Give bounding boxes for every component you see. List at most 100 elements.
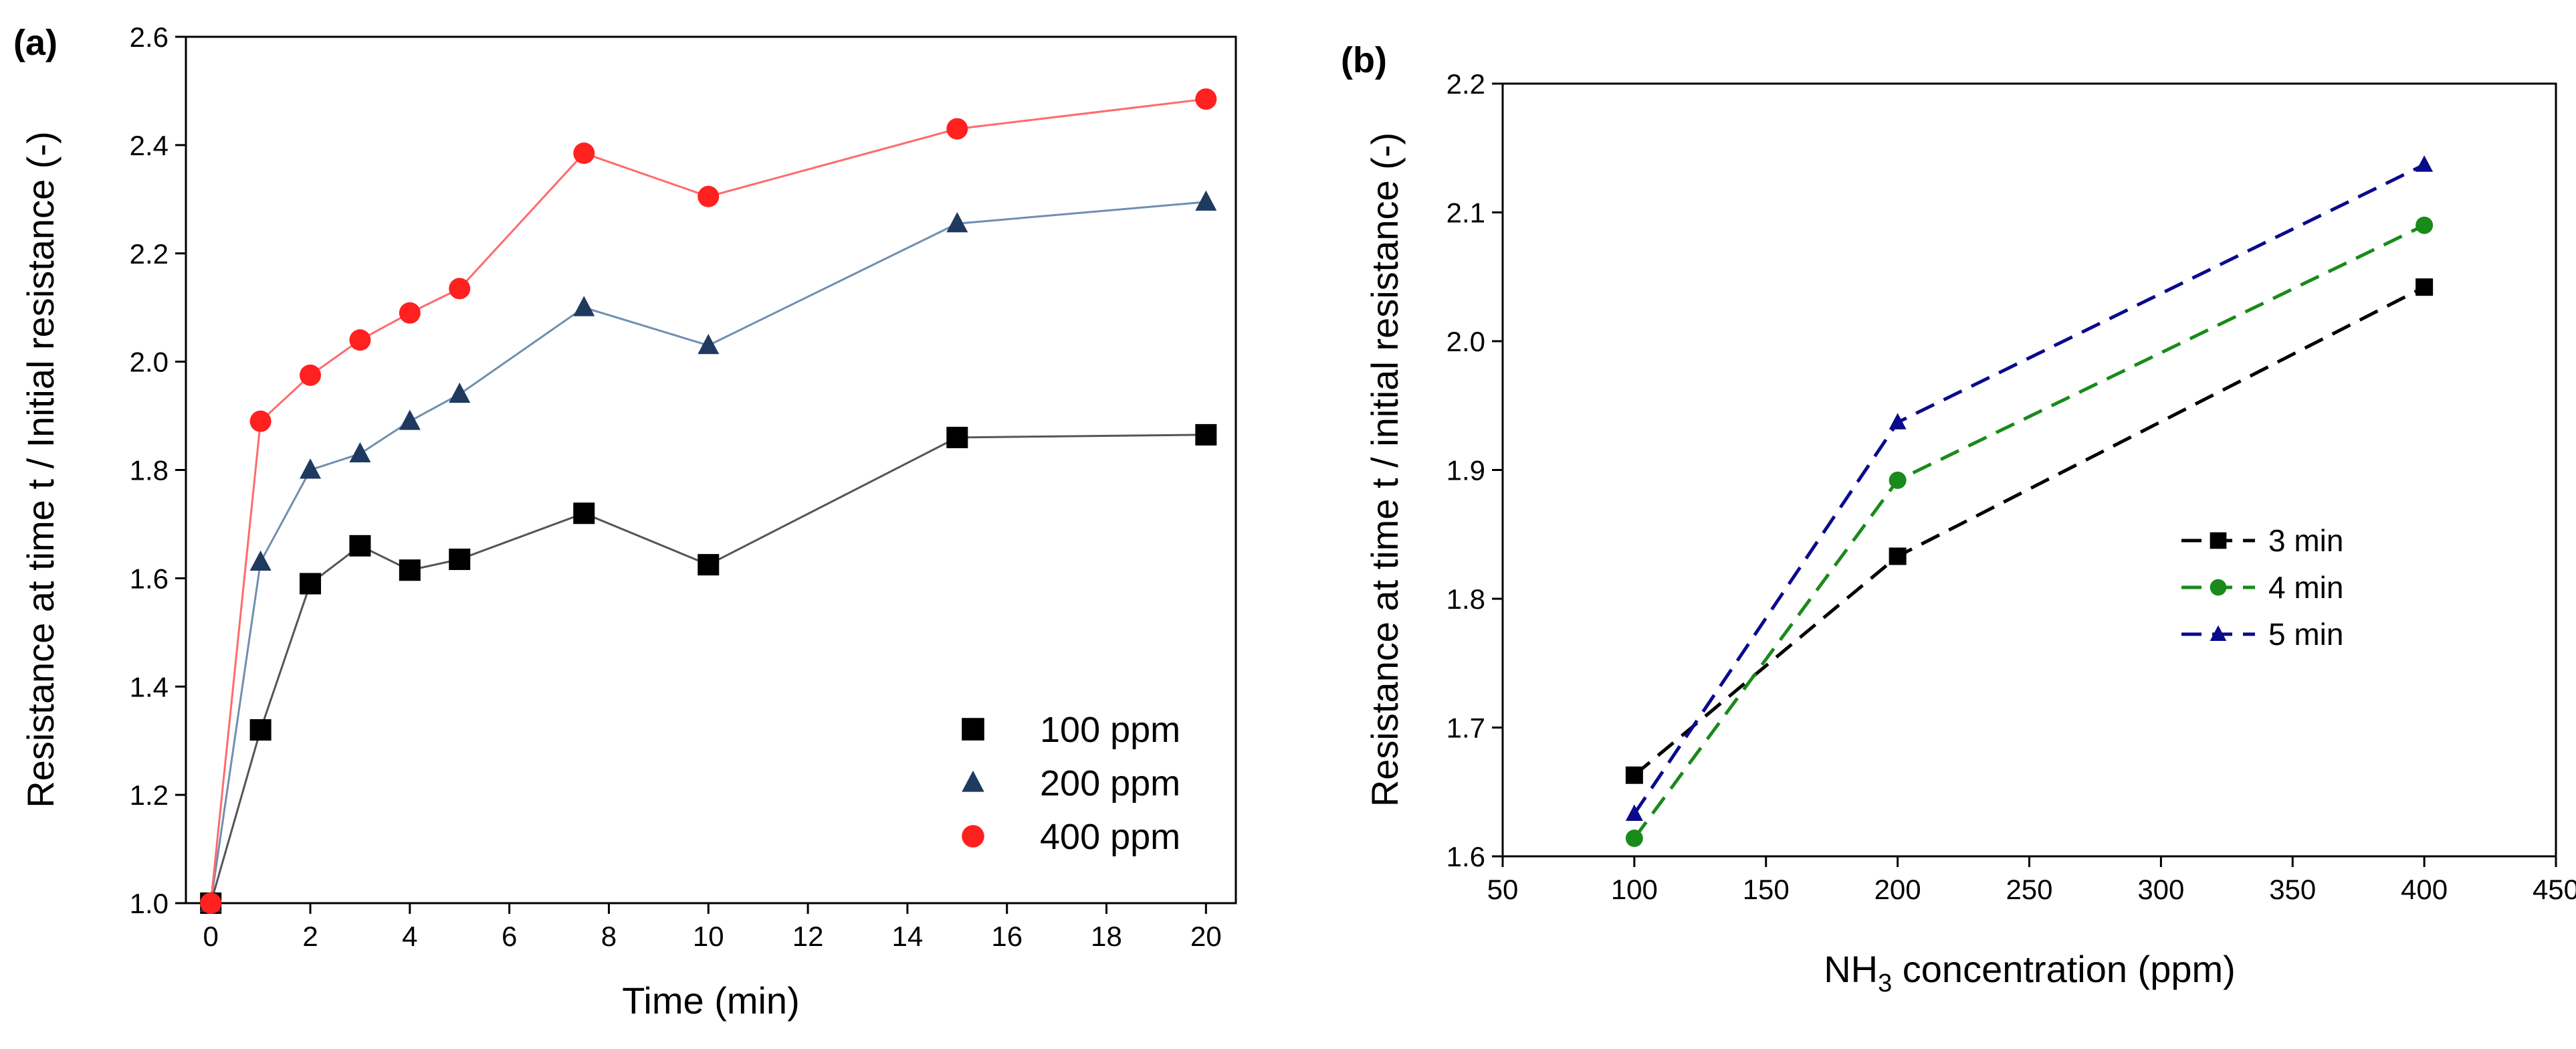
x-tick-label: 100 [1611, 874, 1658, 905]
data-point-4-min [2416, 216, 2434, 234]
y-tick-label: 1.6 [1446, 841, 1485, 872]
legend-label: 200 ppm [1040, 763, 1180, 803]
data-point-100-ppm [249, 719, 272, 741]
series-line-5-min [1632, 163, 2426, 815]
data-point-3-min [1625, 766, 1643, 784]
legend-label: 3 min [2268, 523, 2343, 558]
data-point-100-ppm [399, 559, 421, 581]
panel-a-x-axis-label: Time (min) [622, 979, 799, 1022]
panel-a-markers [200, 88, 1217, 914]
x-tick-label: 300 [2137, 874, 2184, 905]
data-point-200-ppm [697, 334, 720, 355]
data-point-4-min [1625, 830, 1643, 848]
data-point-400-ppm [1195, 88, 1217, 110]
panel-b-plot-frame [1501, 82, 2557, 858]
data-point-4-min [1889, 471, 1907, 489]
legend-label: 5 min [2268, 617, 2343, 652]
panel-b-y-axis-label: Resistance at time t / initial resistanc… [1364, 132, 1406, 807]
x-tick-label: 200 [1874, 874, 1921, 905]
x-tick-label: 18 [1091, 921, 1122, 952]
series-line-100-ppm [209, 434, 1206, 904]
y-tick-label: 2.1 [1446, 197, 1485, 229]
data-point-400-ppm [399, 302, 421, 324]
legend-marker [962, 770, 984, 792]
data-point-200-ppm [573, 296, 595, 316]
data-point-3-min [2416, 278, 2434, 296]
x-tick-label: 0 [203, 921, 219, 952]
data-point-100-ppm [1195, 423, 1217, 446]
panel-a-ticks: 0 2 4 6 8 10 12 14 16 18 20 1.0 1.2 1.4 1.6 1.8 2.0 2.2 2.… [130, 21, 1222, 952]
panel-b-x-axis-label-sub: 3 [1878, 969, 1892, 997]
data-point-400-ppm [573, 142, 595, 165]
panel-a-label: (a) [13, 23, 58, 63]
series-line-400-ppm [209, 98, 1206, 904]
x-tick-label: 4 [402, 921, 417, 952]
y-tick-label: 2.2 [1446, 68, 1485, 100]
legend-label: 100 ppm [1040, 710, 1180, 750]
y-tick-label: 1.0 [130, 888, 169, 919]
panel-b-label: (b) [1341, 40, 1387, 80]
legend-marker [962, 825, 984, 848]
y-tick-label: 1.4 [130, 671, 169, 702]
x-tick-label: 250 [2006, 874, 2052, 905]
panel-b: (b) 50 100 150 200 250 300 350 400 450 1.6 1.7 1.8 1… [1341, 40, 2576, 997]
x-tick-label: 450 [2533, 874, 2576, 905]
data-point-200-ppm [249, 550, 272, 571]
x-tick-label: 20 [1190, 921, 1222, 952]
panel-a-series-lines [209, 98, 1206, 904]
data-point-400-ppm [300, 364, 322, 386]
data-point-200-ppm [300, 458, 322, 479]
data-point-100-ppm [449, 549, 471, 571]
data-point-100-ppm [946, 426, 968, 448]
y-tick-label: 1.6 [130, 563, 169, 594]
panel-b-markers [1625, 155, 2434, 848]
y-tick-label: 1.2 [130, 779, 169, 811]
panel-b-series-lines [1632, 163, 2426, 840]
panel-a: (a) 0 2 4 6 8 10 12 14 16 18 20 1.0 1.2 1.4 1.6 1.8 2.0 2… [13, 21, 1237, 1022]
data-point-100-ppm [349, 535, 371, 557]
y-tick-label: 1.9 [1446, 455, 1485, 486]
y-tick-label: 1.8 [1446, 583, 1485, 615]
series-line-200-ppm [209, 201, 1206, 904]
panel-a-y-axis-label: Resistance at time t / Initial resistanc… [19, 131, 62, 807]
data-point-400-ppm [697, 185, 720, 207]
data-point-400-ppm [349, 329, 371, 351]
x-tick-label: 16 [991, 921, 1023, 952]
data-point-400-ppm [249, 410, 272, 432]
data-point-200-ppm [349, 442, 371, 463]
legend-label: 4 min [2268, 570, 2343, 605]
data-point-100-ppm [300, 573, 322, 595]
panel-b-ticks: 50 100 150 200 250 300 350 400 450 1.6 1.7 1.8 1.9 2.… [1446, 68, 2576, 905]
y-tick-label: 2.6 [130, 21, 169, 53]
y-tick-label: 2.2 [130, 238, 169, 270]
data-point-400-ppm [946, 118, 968, 140]
x-tick-label: 50 [1487, 874, 1519, 905]
legend-label: 400 ppm [1040, 817, 1180, 857]
data-point-200-ppm [399, 409, 421, 430]
y-tick-label: 2.4 [130, 130, 169, 161]
y-tick-label: 2.0 [130, 347, 169, 378]
legend-marker [962, 718, 984, 741]
x-tick-label: 150 [1743, 874, 1790, 905]
data-point-5-min [1625, 804, 1643, 822]
x-tick-label: 400 [2401, 874, 2448, 905]
x-tick-label: 6 [502, 921, 517, 952]
data-point-200-ppm [1195, 190, 1217, 211]
panel-b-x-axis-label-main: NH [1824, 948, 1878, 990]
legend-marker [2210, 625, 2227, 642]
data-point-200-ppm [946, 211, 968, 233]
x-tick-label: 10 [693, 921, 724, 952]
data-point-400-ppm [200, 892, 222, 914]
panel-a-legend: 100 ppm 200 ppm 400 ppm [962, 710, 1180, 857]
data-point-400-ppm [449, 278, 471, 300]
data-point-100-ppm [573, 502, 595, 524]
x-tick-label: 14 [892, 921, 924, 952]
data-point-3-min [1889, 547, 1907, 565]
x-tick-label: 12 [792, 921, 824, 952]
data-point-200-ppm [449, 382, 471, 403]
y-tick-label: 1.8 [130, 455, 169, 486]
panel-b-x-axis-label: NH3 concentration (ppm) [1824, 948, 2236, 997]
x-tick-label: 2 [302, 921, 318, 952]
data-point-100-ppm [697, 554, 720, 576]
